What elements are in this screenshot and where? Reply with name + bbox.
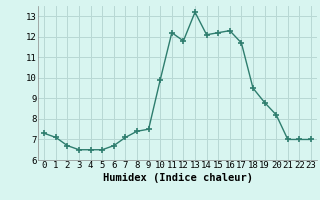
X-axis label: Humidex (Indice chaleur): Humidex (Indice chaleur) (103, 173, 252, 183)
